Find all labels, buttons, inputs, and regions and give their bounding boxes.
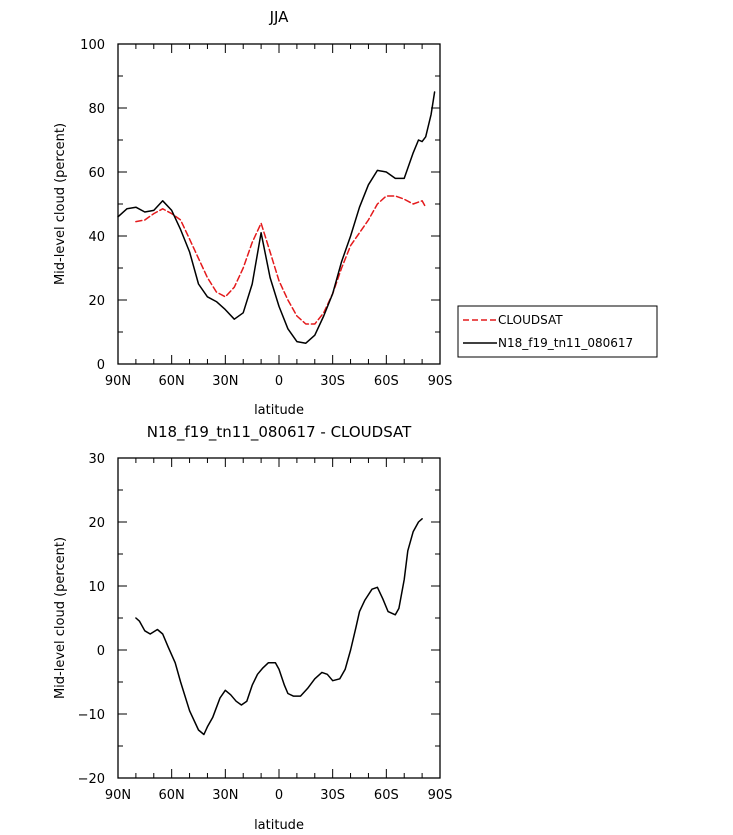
y-tick-label: 0	[97, 358, 105, 373]
y-axis-label: Mid-level cloud (percent)	[53, 123, 68, 285]
x-tick-label: 60S	[374, 788, 399, 803]
y-tick-label: 40	[88, 230, 105, 245]
y-tick-label: 20	[88, 516, 105, 531]
series-layer	[117, 91, 436, 344]
y-tick-label: 60	[88, 166, 105, 181]
y-tick-label: −10	[78, 708, 105, 723]
x-tick-label: 90S	[428, 788, 453, 803]
x-tick-label: 30S	[320, 788, 345, 803]
x-tick-label: 0	[275, 788, 283, 803]
y-tick-label: 10	[88, 580, 105, 595]
plot-frame	[117, 457, 441, 779]
x-tick-label: 60N	[159, 788, 185, 803]
series-line-difference	[135, 518, 423, 736]
series-line-cloudsat	[135, 195, 427, 325]
x-tick-label: 90N	[105, 374, 131, 389]
legend-box	[457, 305, 658, 358]
x-tick-label: 90S	[428, 374, 453, 389]
y-tick-label: −20	[78, 772, 105, 787]
legend: CLOUDSAT N18_f19_tn11_080617	[457, 305, 658, 358]
y-tick-label: 20	[88, 294, 105, 309]
x-tick-label: 0	[275, 374, 283, 389]
y-tick-label: 0	[97, 644, 105, 659]
y-tick-label: 100	[80, 38, 105, 53]
plot-title: N18_f19_tn11_080617 - CLOUDSAT	[147, 423, 412, 442]
plot-jja: JJA latitude Mid-level cloud (percent) 9…	[53, 8, 452, 418]
x-axis-label: latitude	[254, 403, 304, 418]
x-tick-label: 30N	[212, 374, 238, 389]
x-tick-label: 90N	[105, 788, 131, 803]
legend-label-cloudsat: CLOUDSAT	[498, 313, 563, 327]
x-tick-label: 30N	[212, 788, 238, 803]
x-tick-label: 60S	[374, 374, 399, 389]
axis-ticks: 90N 60N 30N 0 30S 60S 90S 0 20 40 60 80 100	[80, 38, 452, 389]
legend-label-model: N18_f19_tn11_080617	[498, 336, 633, 350]
series-layer	[135, 518, 423, 736]
y-tick-label: 80	[88, 102, 105, 117]
plot-title: JJA	[269, 8, 290, 26]
x-tick-label: 60N	[159, 374, 185, 389]
y-tick-label: 30	[88, 452, 105, 467]
y-axis-label: Mid-level cloud (percent)	[53, 537, 68, 699]
series-line-model	[117, 91, 436, 344]
plot-difference: N18_f19_tn11_080617 - CLOUDSAT latitude …	[53, 423, 452, 833]
x-axis-label: latitude	[254, 818, 304, 833]
axis-ticks: 90N 60N 30N 0 30S 60S 90S −20 −10 0 10 20 30	[78, 452, 453, 803]
x-tick-label: 30S	[320, 374, 345, 389]
